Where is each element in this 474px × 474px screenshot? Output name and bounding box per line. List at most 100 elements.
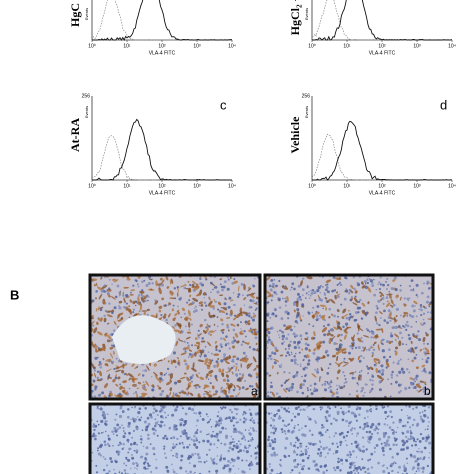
stain [243,297,247,301]
nucleus [203,393,206,396]
nucleus [375,288,378,291]
nucleus [172,454,174,457]
nucleus [301,427,303,429]
nucleus [97,407,100,410]
stain [161,297,165,301]
nucleus [228,467,232,471]
nucleus [270,468,274,472]
nucleus [127,408,130,411]
nucleus [415,315,418,318]
stain [109,392,113,397]
stain [388,340,392,345]
nucleus [291,429,295,433]
nucleus [360,369,363,372]
nucleus [340,407,342,410]
nucleus [209,444,212,446]
nucleus [219,455,222,458]
nucleus [394,325,398,330]
nucleus [104,423,108,427]
nucleus [164,434,167,438]
micrograph: b [263,273,435,401]
x-tick-label: 10² [378,183,386,189]
stain [177,311,180,315]
nucleus [149,443,152,445]
nucleus [339,469,342,472]
stain [200,340,206,343]
nucleus [292,375,296,379]
nucleus [390,376,394,379]
frame [88,273,262,401]
nucleus [400,367,404,371]
stain [193,384,200,387]
nucleus [308,429,312,432]
nucleus [129,443,133,446]
stain [140,293,143,296]
nucleus [141,280,144,284]
nucleus [238,388,241,391]
stain [109,377,113,379]
nucleus [308,297,311,299]
nucleus [333,314,336,318]
nucleus [422,468,425,471]
nucleus [160,408,163,411]
nucleus [114,295,118,299]
nucleus [254,336,258,340]
nucleus [207,433,210,436]
tissue [265,404,433,474]
stain [247,288,252,292]
nucleus [142,370,144,372]
stain [188,321,191,328]
stain [204,390,210,394]
nucleus [306,362,311,366]
stain [375,368,379,374]
nucleus [419,303,423,307]
nucleus [285,409,289,413]
nucleus [405,368,409,371]
stain [173,329,180,333]
nucleus [240,321,243,324]
nucleus [329,328,333,332]
nucleus [137,285,140,288]
nucleus [313,387,316,389]
nucleus [118,470,121,473]
nucleus [213,443,216,446]
nucleus [348,465,352,469]
nucleus [199,282,203,285]
nucleus [207,351,210,354]
stain [176,292,179,297]
nucleus [352,450,355,453]
nucleus [232,424,235,427]
stain [253,303,259,305]
stain [165,276,169,281]
nucleus [344,276,347,280]
stain [243,283,246,291]
nucleus [241,294,244,297]
nucleus [277,416,281,420]
nucleus [361,436,365,439]
nucleus [348,421,352,424]
stain [320,314,326,318]
stain [191,280,198,285]
nucleus [251,284,254,286]
stain [127,305,131,308]
nucleus [118,441,121,444]
y-max-label: 256 [82,93,91,99]
nucleus [310,289,313,292]
nucleus [146,467,149,470]
nucleus [368,278,371,280]
stain [185,336,191,340]
nucleus [313,389,316,392]
nucleus [392,361,395,364]
nucleus [312,442,315,446]
nucleus [198,336,201,339]
nucleus [317,360,319,363]
stain [93,343,96,349]
nucleus [118,306,122,310]
nucleus [172,351,176,355]
nucleus [359,449,362,452]
nucleus [359,354,363,358]
nucleus [145,446,149,450]
nucleus [132,311,135,314]
nucleus [174,455,177,458]
nucleus [416,457,420,461]
